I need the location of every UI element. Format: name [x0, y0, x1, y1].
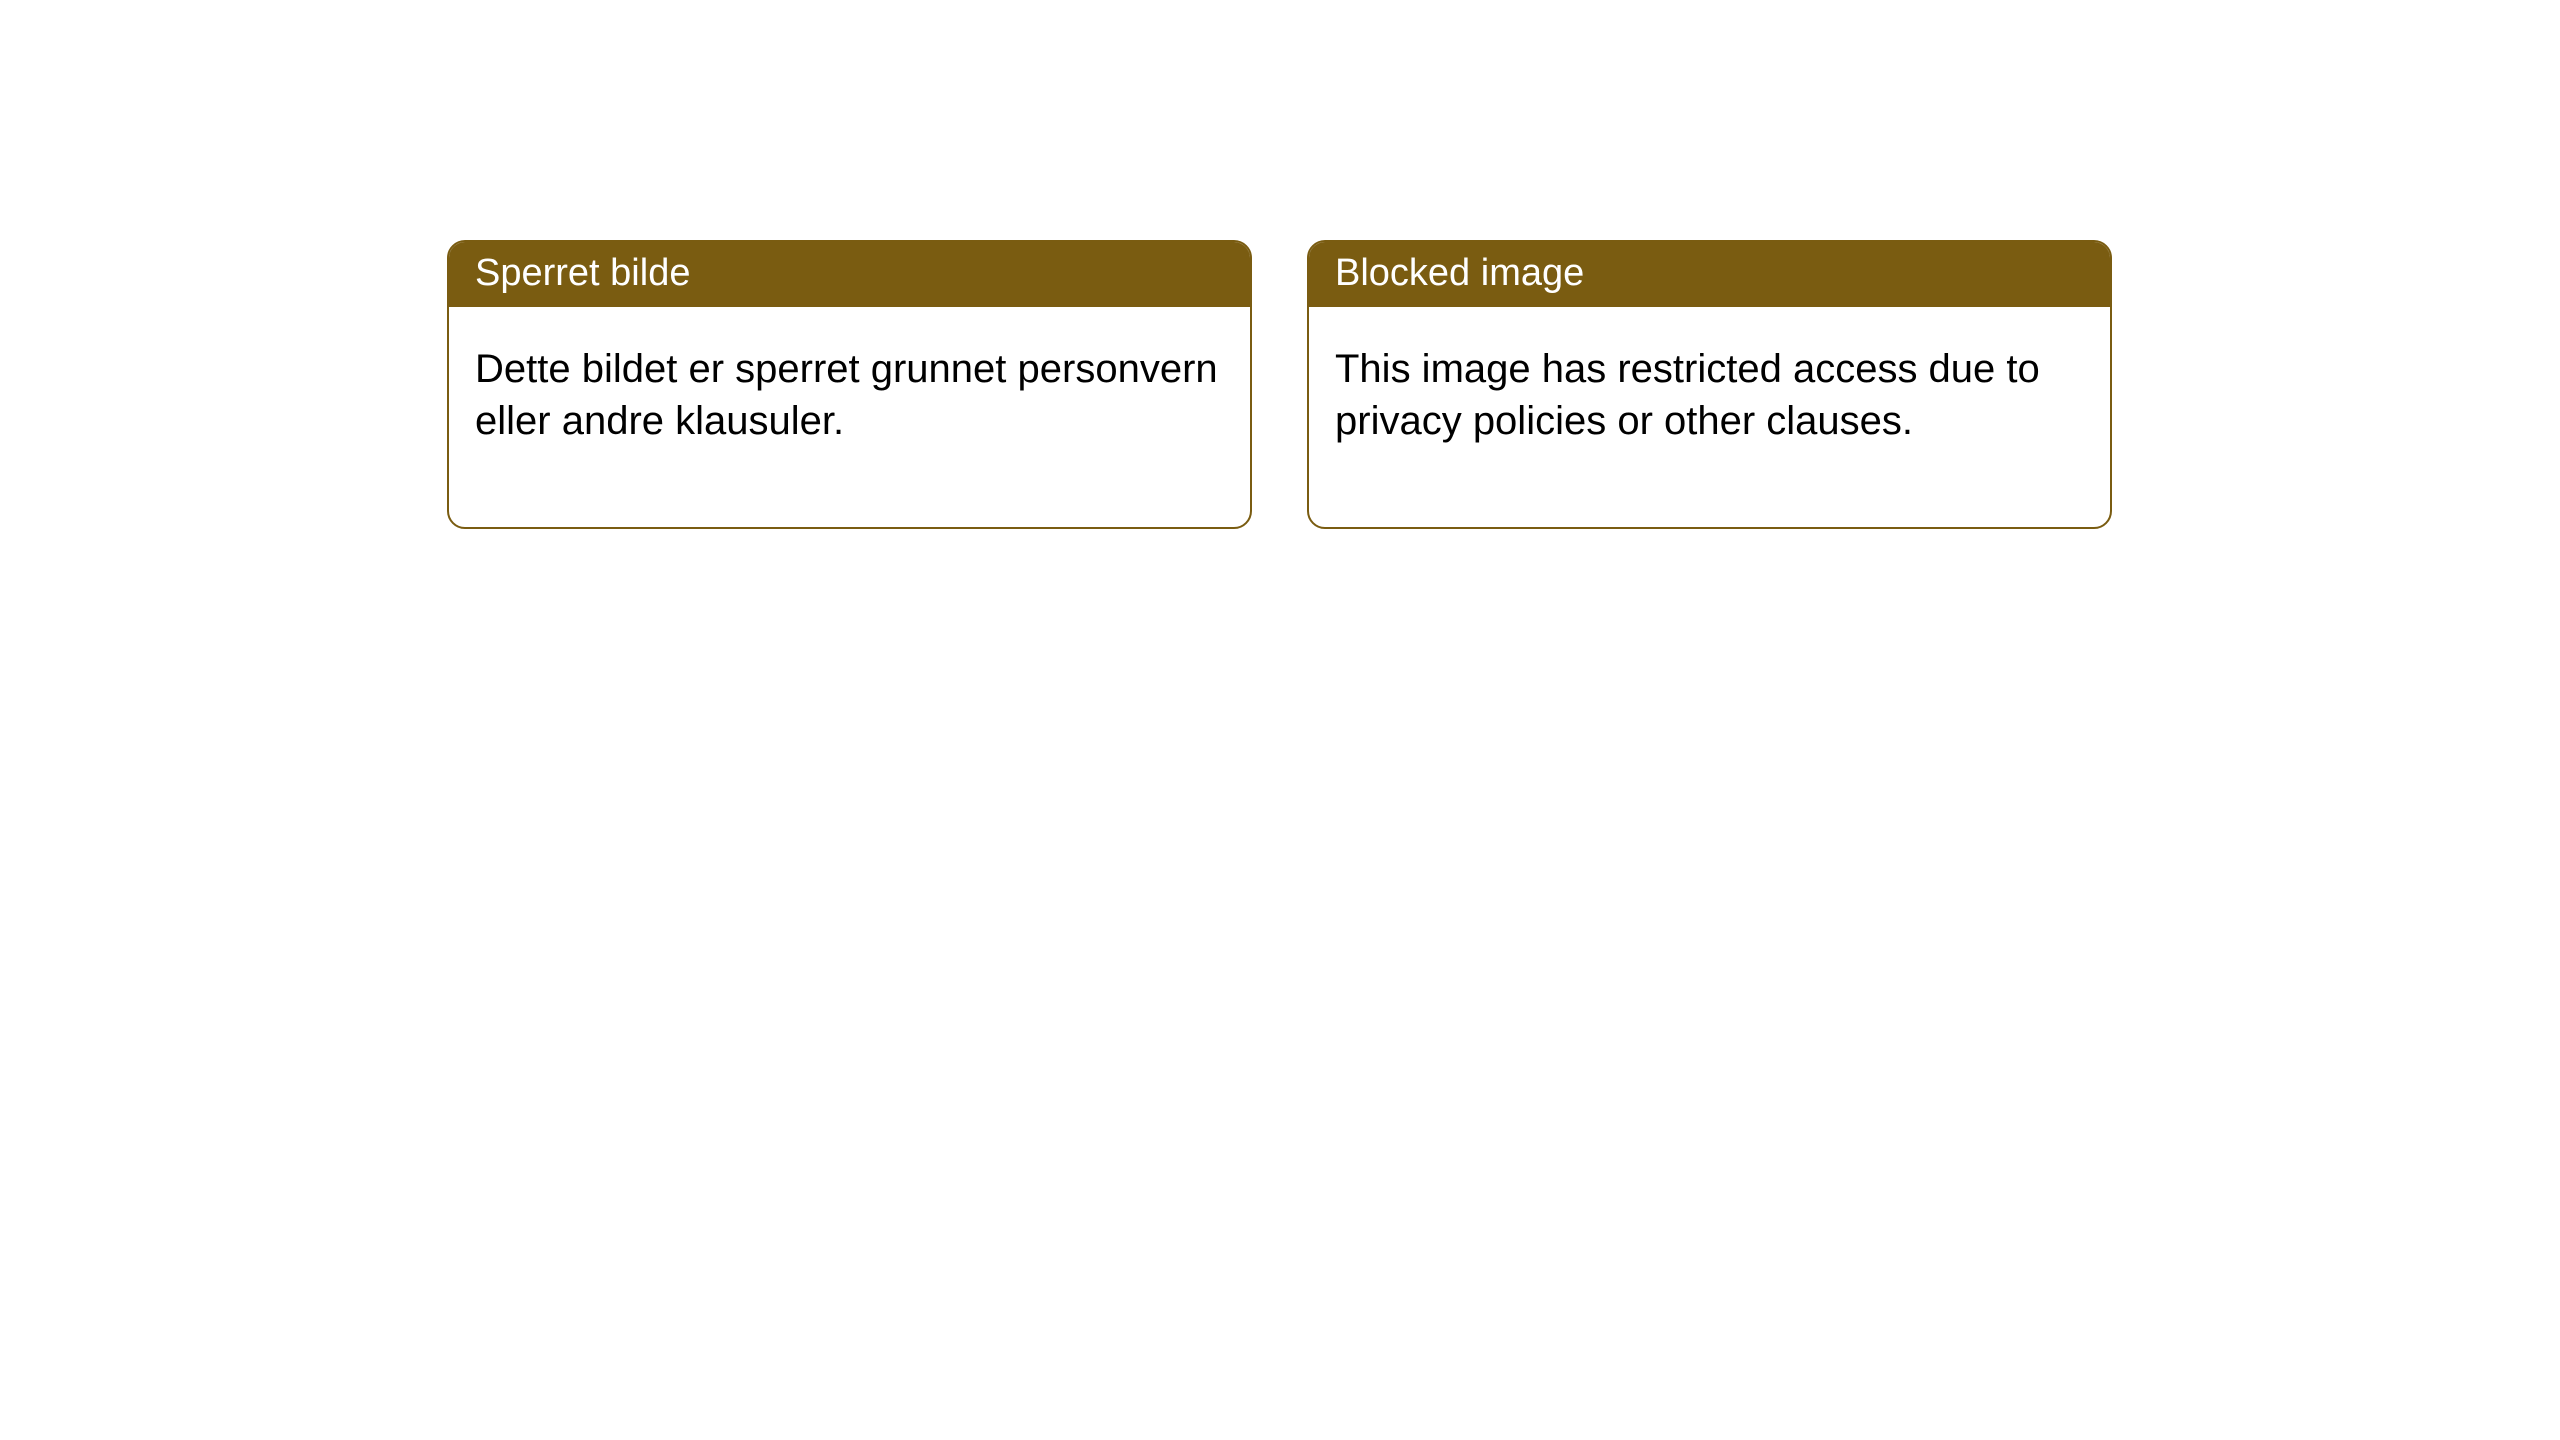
card-header: Blocked image	[1309, 242, 2110, 307]
card-title: Blocked image	[1335, 252, 1584, 294]
card-body: Dette bildet er sperret grunnet personve…	[449, 307, 1250, 527]
card-title: Sperret bilde	[475, 252, 690, 294]
card-body-text: This image has restricted access due to …	[1335, 347, 2040, 443]
notice-cards-container: Sperret bilde Dette bildet er sperret gr…	[447, 240, 2112, 529]
card-header: Sperret bilde	[449, 242, 1250, 307]
card-body-text: Dette bildet er sperret grunnet personve…	[475, 347, 1218, 443]
notice-card-english: Blocked image This image has restricted …	[1307, 240, 2112, 529]
card-body: This image has restricted access due to …	[1309, 307, 2110, 527]
notice-card-norwegian: Sperret bilde Dette bildet er sperret gr…	[447, 240, 1252, 529]
